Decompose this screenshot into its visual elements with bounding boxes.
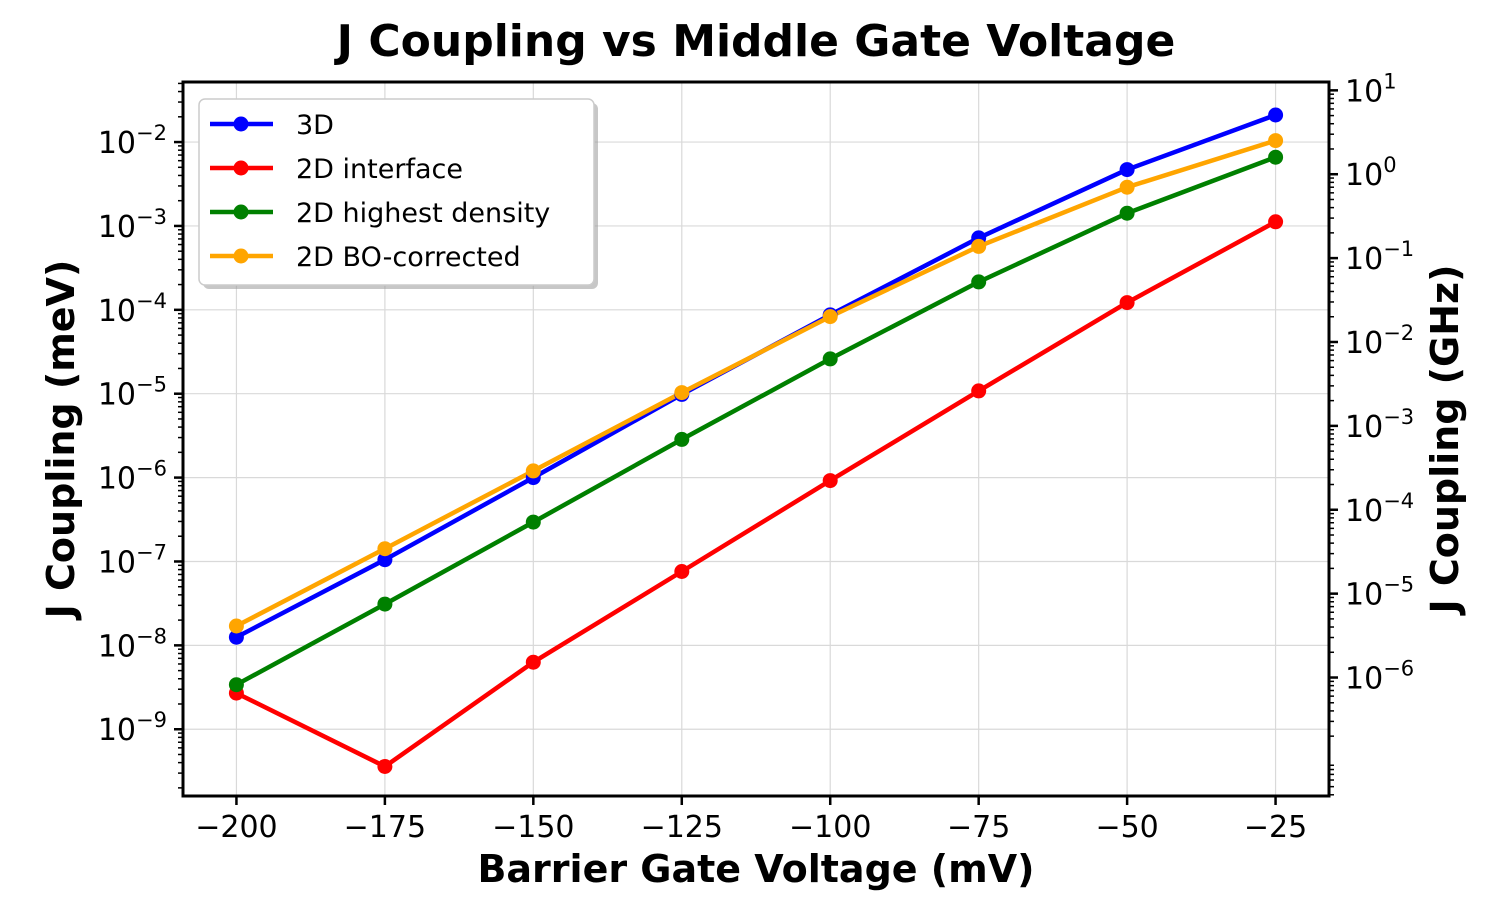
y2-tick-label: 10−3 [1345,405,1414,445]
series-line-2d-interface [234,219,1278,769]
point-3d [377,552,393,568]
point-2d-bo-corrected [228,618,244,634]
point-2d-interface [1268,214,1284,230]
point-3d [1119,162,1135,178]
x-tick-label: −125 [641,810,723,845]
point-2d-bo-corrected [1119,179,1135,195]
x-tick-label: −50 [1095,810,1158,845]
point-2d-highest-density [1119,205,1135,221]
point-3d [1268,107,1284,123]
y-axis-ticks: 10−9 10−8 10−7 10−6 10−5 10−4 10−3 10−2 [98,82,183,789]
x-tick-label: −25 [1244,810,1307,845]
grid [183,82,1329,796]
point-2d-bo-corrected [525,463,541,479]
y-tick-label: 10−6 [98,457,167,497]
point-2d-bo-corrected [1268,133,1284,149]
y2-axis-label: J Coupling (GHz) [1423,265,1467,617]
point-2d-highest-density [674,431,690,447]
legend-marker-2d-highest-density [233,204,249,220]
legend-label-2d-interface: 2D interface [296,154,463,185]
point-2d-interface [377,759,393,774]
x-tick-label: −150 [492,810,574,845]
point-3d [228,629,244,645]
point-2d-highest-density [971,274,987,290]
point-2d-bo-corrected [674,385,690,401]
point-2d-bo-corrected [971,238,987,254]
point-2d-interface [822,473,838,489]
legend-label-2d-highest-density: 2D highest density [296,198,550,229]
y2-tick-label: 10−5 [1345,573,1414,613]
y-tick-label: 10−7 [98,540,167,580]
series-line-2d-highest-density [234,154,1278,687]
y-tick-label: 10−4 [98,289,167,329]
x-tick-label: −75 [947,810,1010,845]
x-axis-ticks: −200 −175 −150 −125 −100 −75 −50 −25 [195,796,1307,845]
point-2d-highest-density [525,514,541,530]
legend-box [198,98,595,286]
point-2d-highest-density [377,596,393,612]
legend-label-2d-bo-corrected: 2D BO-corrected [296,242,521,273]
x-tick-label: −100 [789,810,871,845]
series-line-2d-bo-corrected [234,138,1278,629]
chart-title: J Coupling vs Middle Gate Voltage [334,16,1176,67]
legend: 3D 2D interface 2D highest density 2D BO-co… [198,98,598,289]
point-2d-highest-density [822,351,838,367]
point-2d-interface [525,654,541,670]
x-axis-label: Barrier Gate Voltage (mV) [477,847,1034,891]
y-axis-label: J Coupling (meV) [39,260,83,622]
y-tick-label: 10−5 [98,373,167,413]
y2-tick-label: 10−6 [1345,657,1414,697]
point-2d-highest-density [1268,149,1284,165]
y2-tick-label: 101 [1345,69,1397,109]
point-2d-bo-corrected [377,541,393,557]
legend-marker-2d-interface [233,160,249,176]
y-tick-label: 10−3 [98,205,167,245]
legend-marker-2d-bo-corrected [233,248,249,264]
y-tick-label: 10−8 [98,624,167,664]
legend-marker-3d [233,116,249,132]
series-points [228,107,1284,774]
x-tick-label: −175 [344,810,426,845]
y2-tick-label: 10−1 [1345,237,1414,277]
y-tick-label: 10−2 [98,121,167,161]
legend-label-3d: 3D [296,110,334,141]
point-2d-interface [1119,295,1135,311]
x-tick-label: −200 [195,810,277,845]
y2-tick-label: 10−2 [1345,321,1414,361]
y2-tick-label: 100 [1345,153,1397,193]
series-lines [234,112,1278,769]
point-2d-bo-corrected [822,309,838,325]
y-tick-label: 10−9 [98,708,167,748]
y2-tick-label: 10−4 [1345,489,1414,529]
point-2d-highest-density [228,677,244,693]
point-2d-interface [674,564,690,579]
point-2d-interface [971,383,987,399]
y2-axis-ticks: 10−6 10−5 10−4 10−3 10−2 10−1 100 101 [1329,69,1414,796]
